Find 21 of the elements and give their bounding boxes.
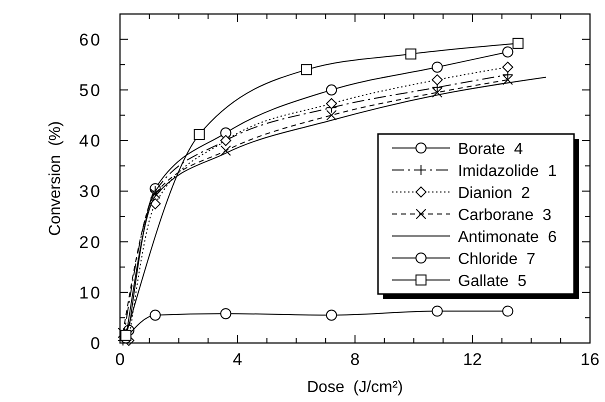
y-tick-label: 60	[79, 30, 102, 50]
legend-label: Borate 4	[458, 141, 524, 158]
y-tick-label: 0	[90, 334, 102, 353]
x-tick-label: 12	[463, 350, 482, 369]
x-tick-label: 8	[350, 350, 360, 369]
x-tick-label: 4	[232, 350, 242, 369]
y-tick-label: 30	[79, 182, 102, 202]
x-tick-label: 16	[580, 350, 600, 369]
y-axis-title: Conversion (%)	[47, 121, 64, 236]
legend-label: Gallate 5	[458, 273, 527, 290]
legend-label: Dianion 2	[458, 185, 530, 202]
legend-label: Chloride 7	[458, 251, 536, 268]
y-tick-label: 40	[79, 132, 102, 151]
legend-label: Imidazolide 1	[458, 163, 557, 180]
x-tick-label: 0	[115, 350, 125, 369]
legend-label: Antimonate 6	[458, 229, 557, 246]
legend-label: Carborane 3	[458, 207, 552, 224]
y-tick-label: 20	[79, 232, 102, 252]
x-axis-title: Dose (J/cm²)	[307, 379, 403, 396]
y-tick-label: 50	[79, 80, 102, 100]
y-tick-label: 10	[79, 283, 102, 302]
